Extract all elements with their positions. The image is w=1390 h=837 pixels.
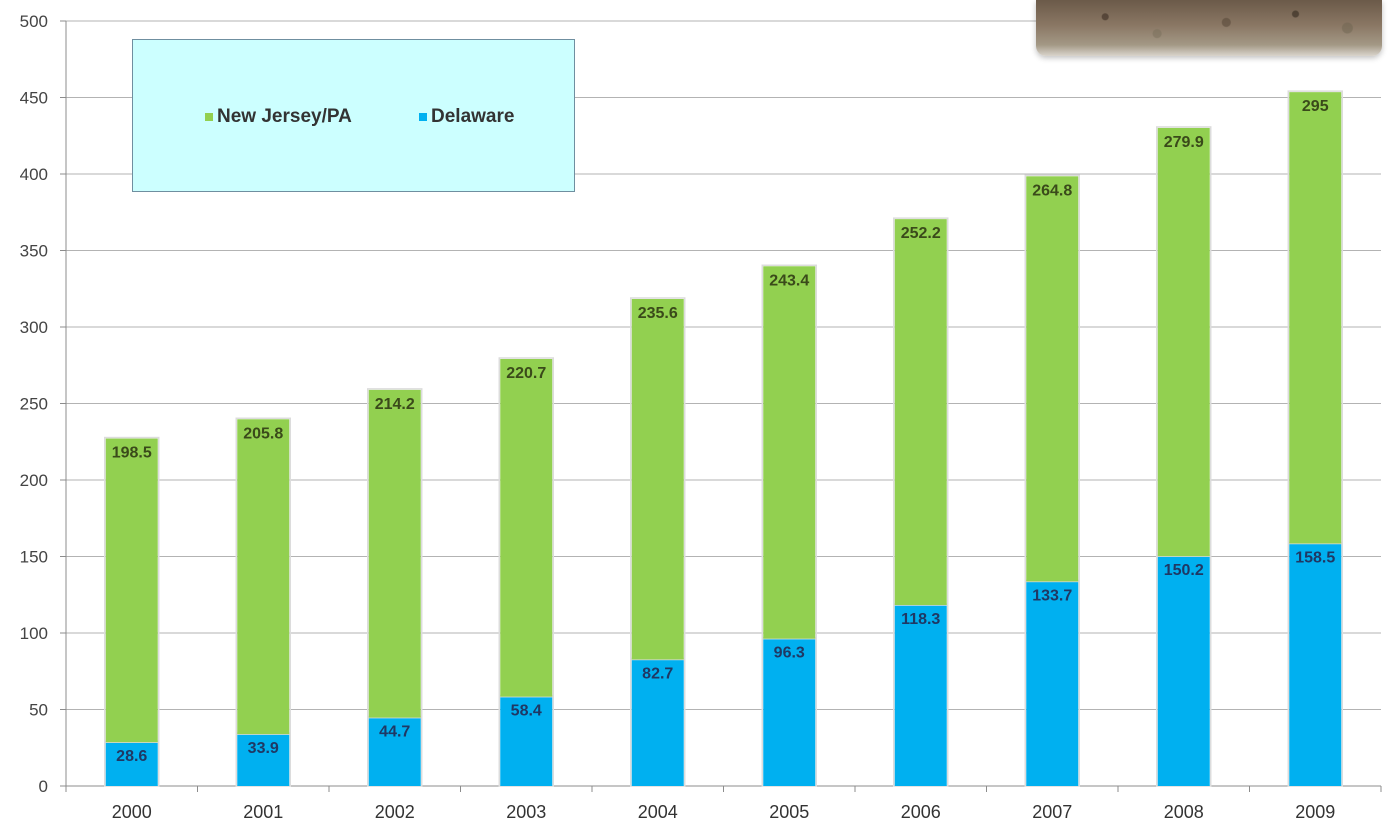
data-label-delaware: 28.6 xyxy=(116,748,147,765)
data-label-delaware: 44.7 xyxy=(379,724,410,741)
y-tick-label: 100 xyxy=(20,624,48,643)
data-label-new-jersey-pa: 214.2 xyxy=(375,396,415,413)
bar-delaware xyxy=(237,734,290,786)
data-label-new-jersey-pa: 220.7 xyxy=(506,365,546,382)
bar-delaware xyxy=(894,605,947,786)
data-label-new-jersey-pa: 279.9 xyxy=(1164,134,1204,151)
data-label-new-jersey-pa: 295 xyxy=(1302,98,1329,115)
x-tick-label: 2004 xyxy=(638,802,678,822)
data-label-delaware: 82.7 xyxy=(642,665,673,682)
y-tick-label: 0 xyxy=(39,777,48,796)
data-label-delaware: 158.5 xyxy=(1295,549,1335,566)
data-label-new-jersey-pa: 243.4 xyxy=(769,272,809,289)
y-tick-label: 500 xyxy=(20,12,48,31)
data-label-delaware: 118.3 xyxy=(901,611,940,628)
x-tick-label: 2009 xyxy=(1295,802,1335,822)
bar-delaware xyxy=(1289,543,1342,786)
bar-new-jersey-pa xyxy=(237,419,290,735)
photo xyxy=(1036,0,1382,56)
x-tick-label: 2008 xyxy=(1164,802,1204,822)
data-label-new-jersey-pa: 198.5 xyxy=(112,445,152,462)
x-tick-label: 2007 xyxy=(1032,802,1072,822)
bar-new-jersey-pa xyxy=(894,219,947,606)
x-tick-label: 2005 xyxy=(769,802,809,822)
legend-swatch-new-jersey-pa xyxy=(205,113,213,121)
data-label-delaware: 58.4 xyxy=(511,703,542,720)
bar-delaware xyxy=(1026,581,1079,786)
data-label-new-jersey-pa: 235.6 xyxy=(638,305,678,322)
data-label-delaware: 150.2 xyxy=(1164,562,1204,579)
bar-new-jersey-pa xyxy=(105,438,158,743)
legend-label-delaware: Delaware xyxy=(431,106,515,127)
bar-new-jersey-pa xyxy=(763,266,816,639)
data-label-delaware: 96.3 xyxy=(774,645,805,662)
data-label-delaware: 133.7 xyxy=(1032,587,1072,604)
legend-item-new-jersey-pa: New Jersey/PA xyxy=(205,106,352,128)
bar-new-jersey-pa xyxy=(500,358,553,697)
legend: New Jersey/PA Delaware xyxy=(132,39,575,192)
bar-delaware xyxy=(500,696,553,786)
legend-label-new-jersey-pa: New Jersey/PA xyxy=(217,106,352,127)
data-label-delaware: 33.9 xyxy=(248,740,279,757)
y-tick-label: 150 xyxy=(20,548,48,567)
bar-new-jersey-pa xyxy=(631,299,684,660)
x-tick-label: 2003 xyxy=(506,802,546,822)
y-tick-label: 50 xyxy=(29,701,48,720)
y-tick-label: 400 xyxy=(20,165,48,184)
y-tick-label: 200 xyxy=(20,471,48,490)
y-tick-label: 350 xyxy=(20,242,48,261)
x-tick-label: 2002 xyxy=(375,802,415,822)
x-tick-label: 2006 xyxy=(901,802,941,822)
data-label-new-jersey-pa: 205.8 xyxy=(243,425,283,442)
bar-new-jersey-pa xyxy=(1289,92,1342,544)
y-tick-label: 250 xyxy=(20,395,48,414)
x-tick-label: 2000 xyxy=(112,802,152,822)
bar-delaware xyxy=(1157,556,1210,786)
legend-item-delaware: Delaware xyxy=(419,106,514,128)
bar-new-jersey-pa xyxy=(1157,127,1210,557)
bar-delaware xyxy=(631,659,684,786)
bar-delaware xyxy=(368,717,421,786)
data-label-new-jersey-pa: 252.2 xyxy=(901,225,941,242)
y-tick-label: 450 xyxy=(20,89,48,108)
bar-new-jersey-pa xyxy=(1026,176,1079,582)
bar-delaware xyxy=(763,638,816,786)
legend-swatch-delaware xyxy=(419,113,427,121)
x-tick-label: 2001 xyxy=(243,802,283,822)
y-tick-label: 300 xyxy=(20,318,48,337)
bar-new-jersey-pa xyxy=(368,389,421,718)
data-label-new-jersey-pa: 264.8 xyxy=(1032,182,1072,199)
bar-delaware xyxy=(105,742,158,786)
